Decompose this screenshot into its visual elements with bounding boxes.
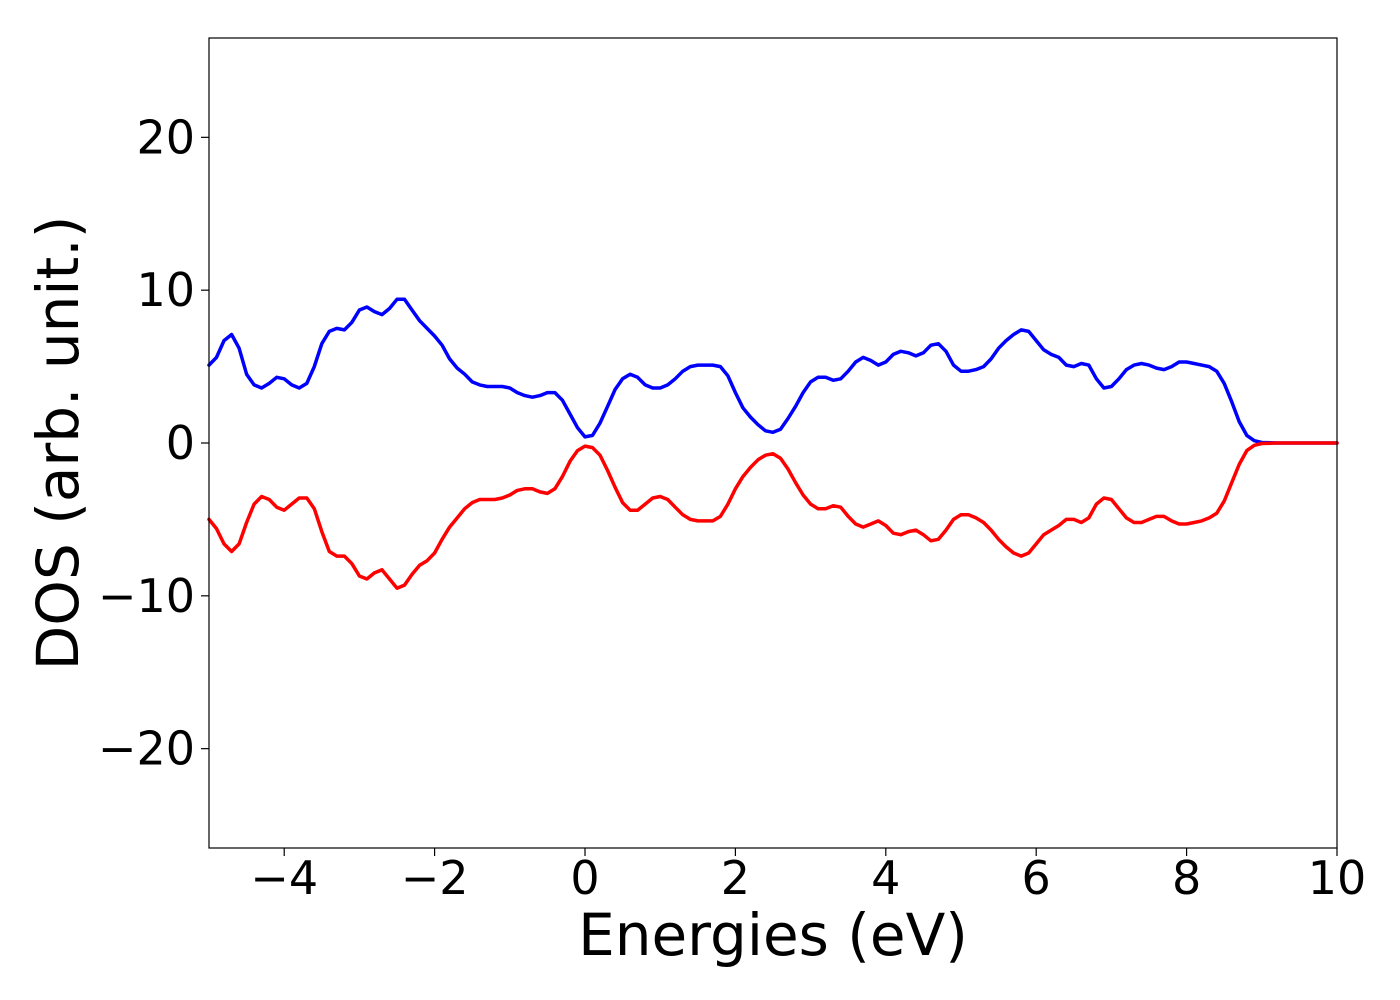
y-tick-label: 20 [136,110,195,164]
y-axis-ticks: −20 −10 0 10 20 [98,110,209,776]
series-line-2 [207,441,1339,590]
x-axis-label: Energies (eV) [578,901,968,969]
x-tick-label: 10 [1308,851,1367,905]
x-tick-label: 4 [871,851,900,905]
series-layer [207,297,1339,590]
x-axis-ticks: −4 −2 0 2 4 6 8 10 [250,848,1366,905]
x-tick-label: −2 [401,851,469,905]
x-tick-label: 0 [570,851,599,905]
series-line-1 [207,297,1339,445]
x-tick-label: 2 [721,851,750,905]
y-tick-label: −10 [98,569,195,623]
x-tick-label: 8 [1172,851,1201,905]
y-tick-label: −20 [98,722,195,776]
y-tick-label: 10 [136,263,195,317]
y-tick-label: 0 [166,416,195,470]
plot-area [209,38,1337,848]
x-tick-label: −4 [250,851,318,905]
y-axis-label: DOS (arb. unit.) [24,216,92,671]
x-tick-label: 6 [1022,851,1051,905]
